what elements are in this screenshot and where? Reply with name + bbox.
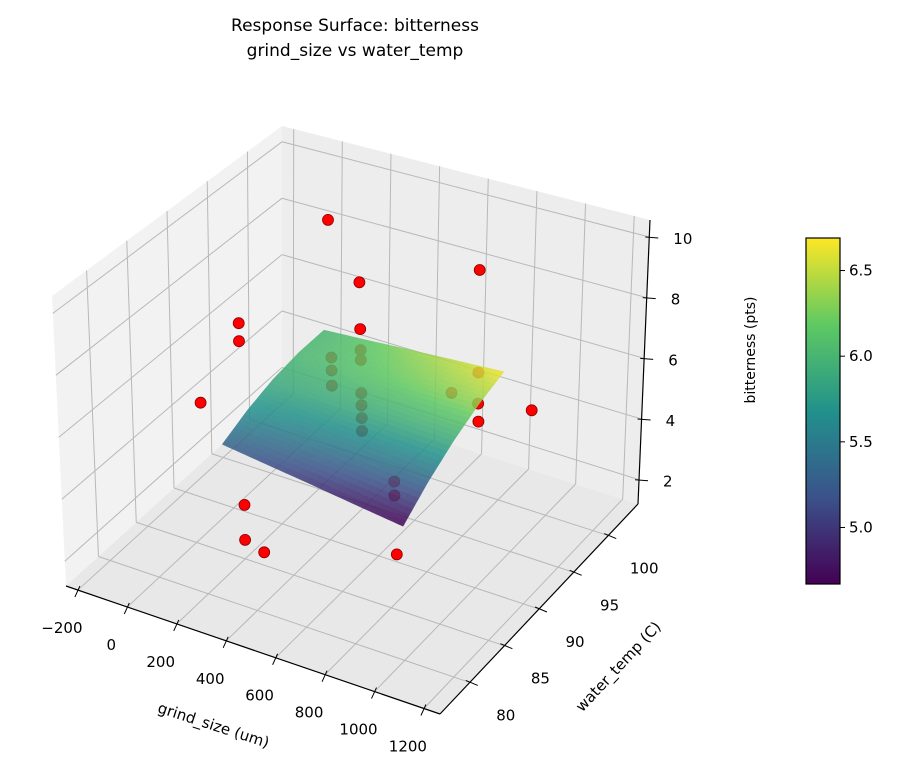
grid-line-x <box>622 215 635 500</box>
colorbar-gradient <box>805 237 841 585</box>
z-tick-label: 6 <box>668 351 678 369</box>
colorbar-tick-label: 6.0 <box>849 347 873 365</box>
data-point <box>239 534 252 546</box>
grid-line-y <box>166 210 175 489</box>
data-point <box>353 276 366 289</box>
data-point <box>233 335 245 348</box>
z-tick-label: 4 <box>666 412 676 430</box>
x-tick-mark <box>123 602 130 615</box>
data-point <box>390 548 403 561</box>
data-point <box>232 317 245 330</box>
y-tick-mark <box>534 606 548 613</box>
grid-line-x <box>481 178 489 454</box>
y-tick-label: 100 <box>630 560 659 578</box>
x-tick-label: 1000 <box>339 721 377 739</box>
grid-line-z <box>64 367 283 562</box>
y-tick-mark <box>465 679 478 686</box>
data-point <box>525 404 538 417</box>
colorbar-tick-label: 5.0 <box>849 519 873 537</box>
grid-line-z <box>55 197 283 376</box>
data-point <box>194 396 207 409</box>
data-point <box>472 415 485 428</box>
x-tick-mark <box>222 636 229 649</box>
data-point <box>258 546 271 559</box>
y-tick-label: 85 <box>531 670 550 688</box>
data-point <box>322 213 334 226</box>
grid-line-y <box>98 556 470 683</box>
z-axis-line <box>637 219 651 505</box>
colorbar-tick-label: 5.5 <box>849 433 873 451</box>
z-tick-mark <box>642 297 656 300</box>
x-tick-mark <box>420 704 427 716</box>
y-tick-mark <box>604 533 617 540</box>
z-tick-mark <box>637 418 651 421</box>
colorbar-tick-label: 6.5 <box>849 262 873 280</box>
x-tick-label: 800 <box>295 704 324 722</box>
fitted-surface <box>221 329 505 527</box>
x-tick-mark <box>74 585 81 598</box>
z-tick-label: 8 <box>671 291 681 309</box>
x-axis-line <box>65 585 441 715</box>
grid-line-y <box>246 151 251 420</box>
grid-line-y <box>136 521 505 647</box>
x-axis-label: grind_size (um) <box>155 699 271 753</box>
grid-line-z <box>58 254 283 438</box>
colorbar: 5.0 5.5 6.0 6.5 <box>805 237 873 585</box>
x-tick-mark <box>321 670 328 682</box>
x-tick-label: −200 <box>41 619 82 637</box>
z-tick-mark <box>645 236 659 239</box>
y-tick-mark <box>500 643 513 650</box>
z-axis-label: bitterness (pts) <box>743 297 759 404</box>
y-tick-label: 80 <box>496 706 515 724</box>
x-tick-label: 400 <box>196 670 225 688</box>
z-tick-mark <box>640 357 654 360</box>
grid-line-x <box>575 203 587 485</box>
x-tick-label: 600 <box>245 687 274 705</box>
grid-line-y <box>173 487 540 610</box>
grid-line-x <box>528 191 538 469</box>
grid-line-z <box>52 141 283 314</box>
grid-line-z <box>281 197 647 299</box>
x-tick-mark <box>173 619 180 632</box>
surface-patch <box>397 517 407 527</box>
grid-line-z <box>61 310 283 500</box>
chart-title: Response Surface: bitterness <box>231 16 479 36</box>
y-axis-label: water_temp (C) <box>572 618 665 716</box>
x-tick-label: 1200 <box>389 738 427 756</box>
chart-subtitle: grind_size vs water_temp <box>247 41 464 61</box>
grid-line-z <box>281 141 650 238</box>
x-tick-label: 200 <box>146 653 175 671</box>
z-tick-label: 10 <box>673 230 692 248</box>
z-tick-label: 2 <box>663 473 673 491</box>
x-tick-mark <box>272 653 279 665</box>
left-wall-pane <box>52 126 282 586</box>
grid-line-z <box>281 254 645 359</box>
grid-line-y <box>126 240 137 523</box>
data-point <box>238 498 251 511</box>
z-tick-mark <box>634 479 649 482</box>
data-point <box>473 264 486 276</box>
grid-line-y <box>86 270 99 557</box>
x-tick-label: 0 <box>107 636 117 654</box>
y-tick-label: 95 <box>600 596 619 614</box>
y-tick-label: 90 <box>565 633 584 651</box>
x-tick-mark <box>371 687 377 699</box>
data-point <box>354 323 367 336</box>
grid-line-y <box>206 181 213 454</box>
y-tick-mark <box>569 569 582 576</box>
axes: −200 0 200 400 600 800 1000 1200 80 85 90 95 100 2 4 6 8… <box>41 219 692 756</box>
